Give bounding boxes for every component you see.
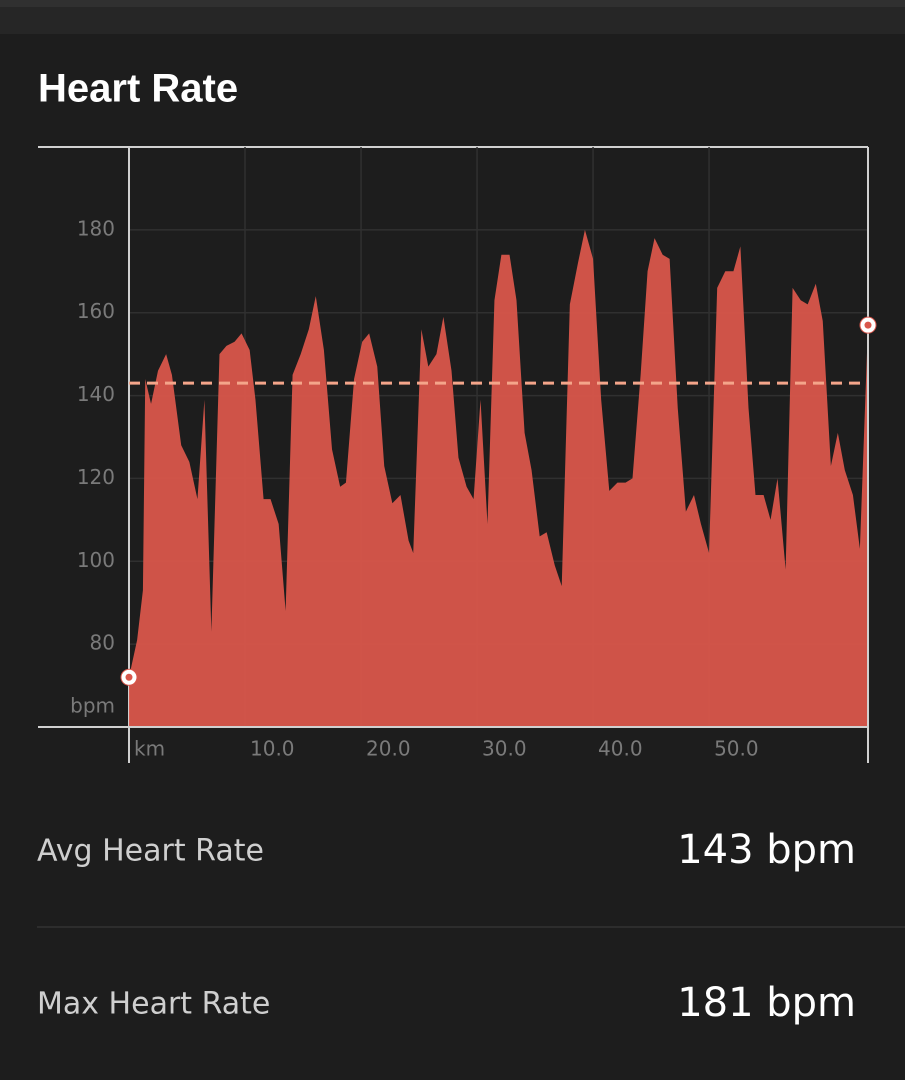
endpoint-marker-dot: [864, 321, 872, 329]
x-tick-label: 10.0: [250, 737, 295, 761]
heart-rate-area: [129, 229, 868, 727]
y-tick-label: 160: [77, 299, 115, 323]
y-tick-label: 120: [77, 465, 115, 489]
x-tick-label: 20.0: [366, 737, 411, 761]
y-tick-label: 180: [77, 216, 115, 240]
x-tick-label: 30.0: [482, 737, 527, 761]
x-tick-label: 50.0: [714, 737, 759, 761]
stat-label: Max Heart Rate: [37, 987, 270, 1022]
endpoint-marker-dot: [125, 673, 133, 681]
x-tick-label: 40.0: [598, 737, 643, 761]
stat-value: 181 bpm: [677, 980, 856, 1026]
y-tick-label: 100: [77, 548, 115, 572]
y-tick-label: 140: [77, 382, 115, 406]
stat-value: 143 bpm: [677, 827, 856, 873]
stats: Avg Heart Rate 143 bpm Max Heart Rate 181 b…: [37, 827, 856, 1026]
stat-label: Avg Heart Rate: [37, 834, 264, 869]
x-tick-label: km: [134, 737, 165, 761]
section-title: Heart Rate: [38, 67, 238, 111]
y-tick-label: 80: [90, 631, 115, 655]
top-edge: [0, 0, 905, 7]
y-unit-label: bpm: [70, 694, 115, 718]
